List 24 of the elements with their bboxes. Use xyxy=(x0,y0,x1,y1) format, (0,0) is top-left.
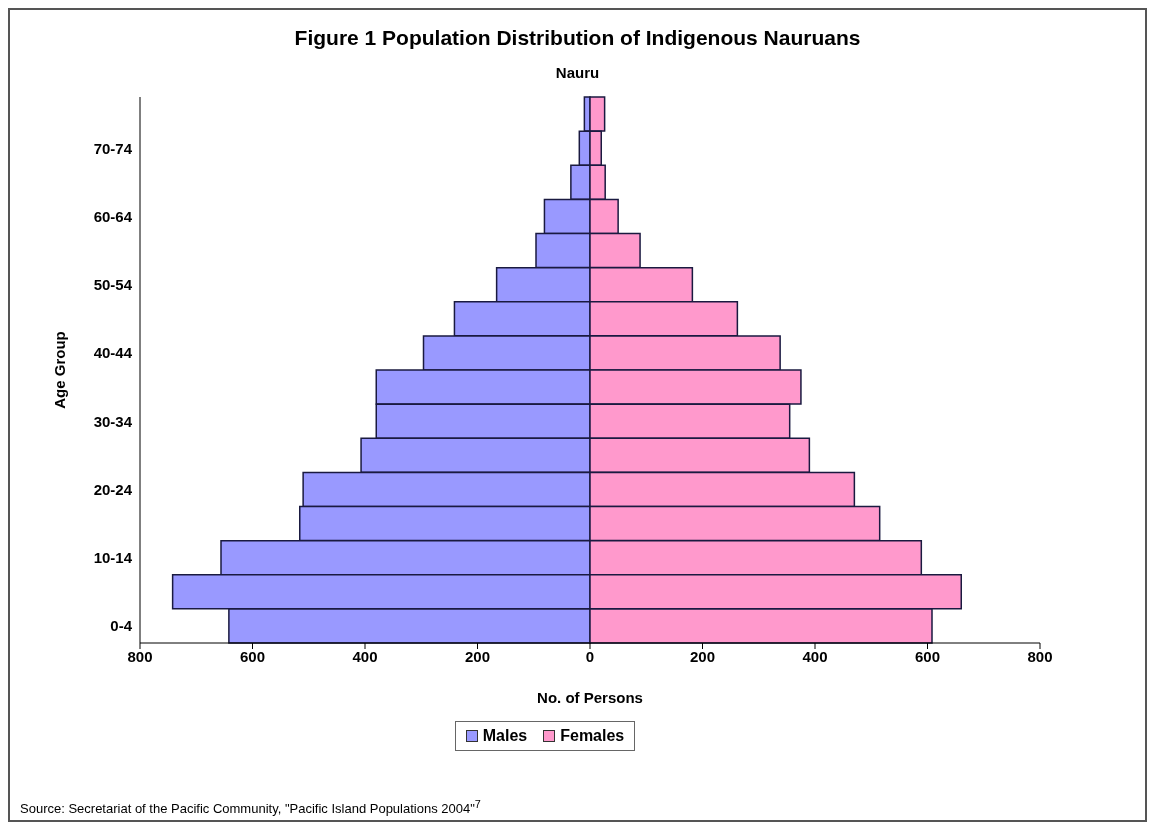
y-tick-label: 10-14 xyxy=(93,549,133,567)
x-axis-title: No. of Persons xyxy=(537,689,643,706)
y-axis-title: Age Group xyxy=(51,331,69,409)
x-tick-label: 200 xyxy=(464,647,491,665)
y-tick-label: 60-64 xyxy=(93,207,133,225)
x-tick-label: 600 xyxy=(239,647,266,665)
x-tick-label: 400 xyxy=(352,647,378,665)
y-tick-label: 50-54 xyxy=(93,276,133,294)
chart-subtitle: Nauru xyxy=(554,64,601,81)
x-tick-label: 800 xyxy=(1027,647,1053,665)
y-tick-label: 30-34 xyxy=(93,412,133,430)
x-tick-label: 600 xyxy=(914,647,941,665)
y-tick-label: 70-74 xyxy=(93,139,133,157)
legend-label: Females xyxy=(559,727,625,745)
y-tick-label: 40-44 xyxy=(93,344,133,362)
y-tick-label: 0-4 xyxy=(110,617,133,635)
x-tick-label: 0 xyxy=(585,647,595,665)
x-tick-label: 400 xyxy=(802,647,828,665)
chart-title: Figure 1 Population Distribution of Indigenous Nauruans xyxy=(293,26,862,50)
y-tick-label: 20-24 xyxy=(93,480,133,498)
source-note: Source: Secretariat of the Pacific Community, "Pacific Island Populations 2004"$^{7}$ xyxy=(20,797,481,816)
x-tick-label: 200 xyxy=(689,647,716,665)
legend-label: Males xyxy=(481,727,528,745)
x-tick-label: 800 xyxy=(127,647,153,665)
